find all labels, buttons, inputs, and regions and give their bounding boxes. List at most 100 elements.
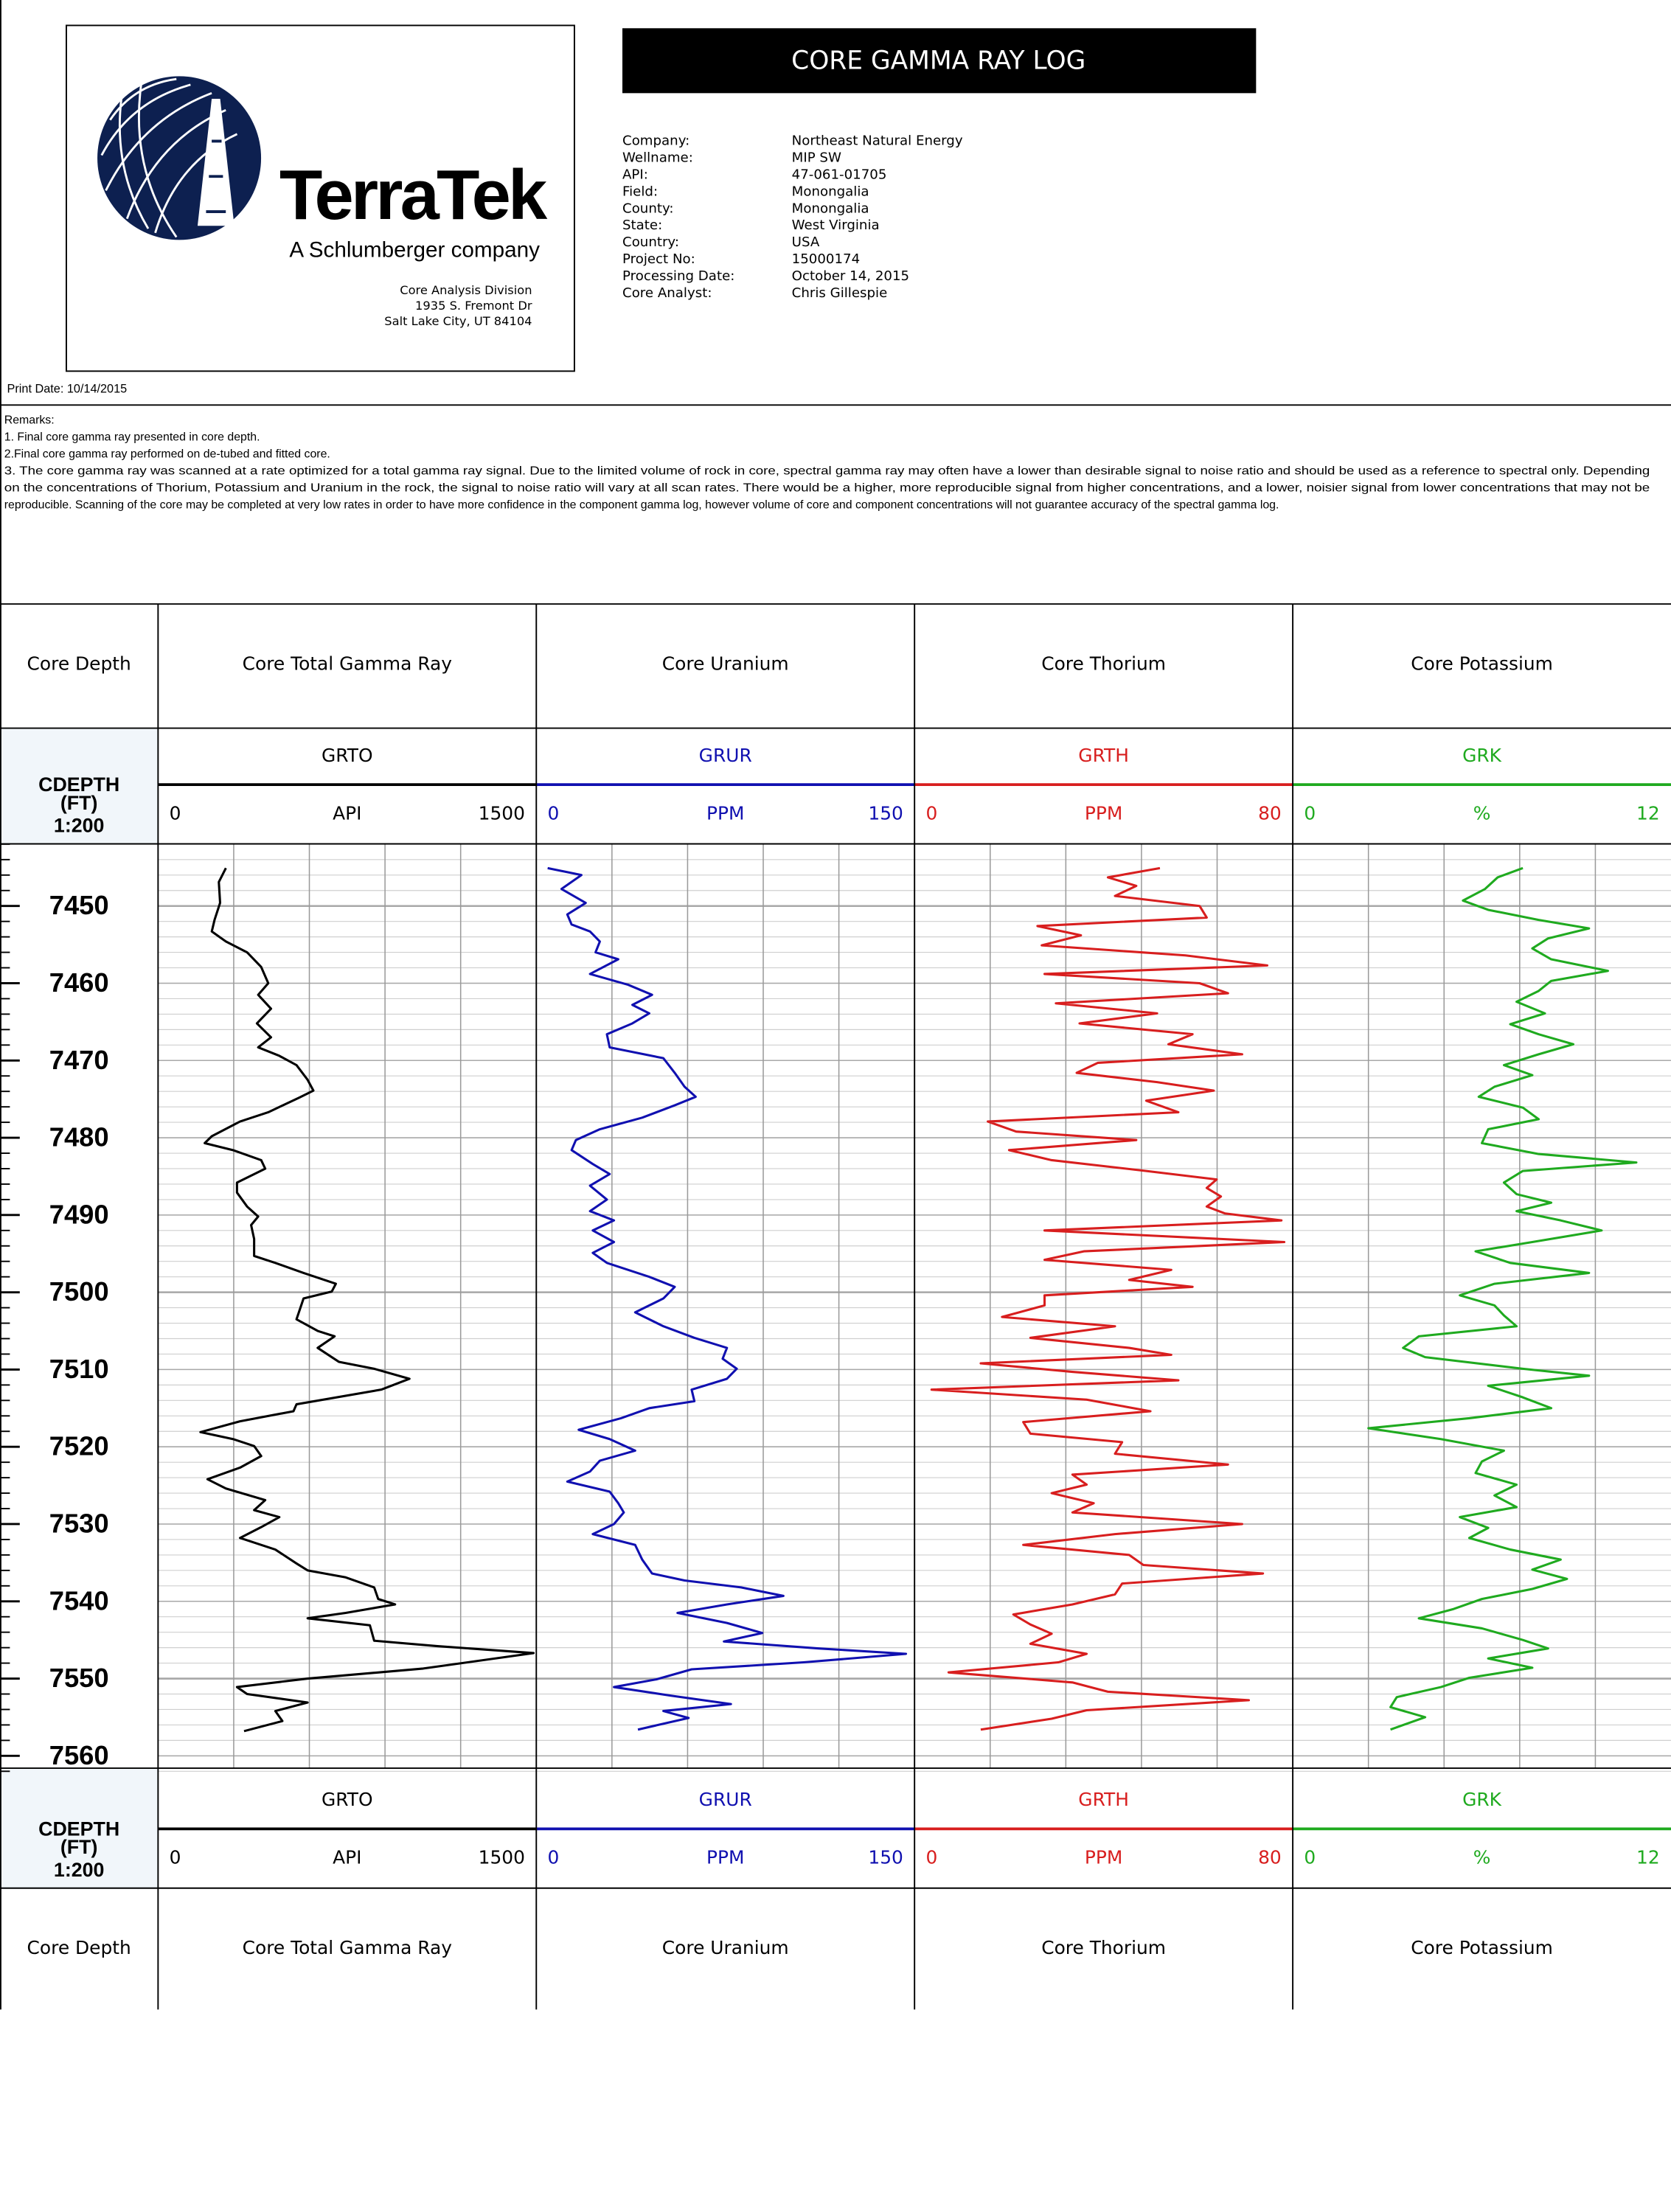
field-label: Wellname: xyxy=(622,150,693,165)
track-mnemonic: GRK xyxy=(1462,745,1502,766)
field-value: October 14, 2015 xyxy=(792,268,909,284)
depth-label: 7510 xyxy=(49,1354,109,1384)
title-bar xyxy=(622,28,1257,94)
track-unit: PPM xyxy=(1085,1847,1122,1868)
track-mnemonic: GRUR xyxy=(699,1789,752,1810)
log-curve xyxy=(547,866,908,1731)
remark-line: reproducible. Scanning of the core may b… xyxy=(4,498,1279,511)
track-title: Core Uranium xyxy=(662,1937,789,1958)
address: Core Analysis Division 1935 S. Fremont Dr… xyxy=(384,283,532,328)
scale-label: 0 xyxy=(170,1847,181,1868)
track-unit: % xyxy=(1473,1847,1491,1868)
track-title: Core Uranium xyxy=(662,653,789,674)
logo-name: TerraTek xyxy=(279,156,548,234)
depth-label: 7500 xyxy=(49,1276,109,1307)
field-value: Chris Gillespie xyxy=(792,285,888,301)
track-unit: PPM xyxy=(706,1847,744,1868)
field-value: USA xyxy=(792,234,820,250)
field-value: 15000174 xyxy=(792,251,860,267)
scale-label: 0 xyxy=(548,802,560,824)
depth-label: 7480 xyxy=(49,1122,109,1152)
depth-header-bg xyxy=(0,728,159,844)
remark-line: 3. The core gamma ray was scanned at a r… xyxy=(4,465,1650,477)
track-mnemonic: GRK xyxy=(1462,1789,1502,1810)
track-title: Core Total Gamma Ray xyxy=(243,653,452,674)
track-title: Core Potassium xyxy=(1411,1937,1553,1958)
logo-box xyxy=(65,24,575,372)
field-label: API: xyxy=(622,167,648,182)
logo-globe xyxy=(97,76,262,240)
field-value: MIP SW xyxy=(792,150,841,165)
field-value: Monongalia xyxy=(792,184,869,199)
scale-label: 1500 xyxy=(479,802,525,824)
depth-title: Core Depth xyxy=(27,653,131,674)
scale-label: 150 xyxy=(868,802,903,824)
address-line: 1935 S. Fremont Dr xyxy=(415,299,532,313)
remark-line: 2.Final core gamma ray performed on de-t… xyxy=(4,448,330,460)
log-curve xyxy=(1367,866,1638,1731)
track-title: Core Thorium xyxy=(1041,653,1166,674)
well-fields: Company: Northeast Natural Energy Wellname… xyxy=(622,133,963,301)
scale-label: 12 xyxy=(1636,802,1660,824)
depth-label: 7450 xyxy=(49,890,109,920)
track-title: Core Thorium xyxy=(1041,1937,1166,1958)
field-label: State: xyxy=(622,218,662,233)
remarks: Remarks: 1. Final core gamma ray presente… xyxy=(4,414,1650,512)
depth-label: 7490 xyxy=(49,1199,109,1229)
depth-label: 7460 xyxy=(49,967,109,998)
track-mnemonic: GRTO xyxy=(322,745,373,766)
depth-title: Core Depth xyxy=(27,1937,131,1958)
depth-label: 7470 xyxy=(49,1045,109,1075)
track-mnemonic: GRTH xyxy=(1078,745,1129,766)
remark-line: on the concentrations of Thorium, Potass… xyxy=(4,481,1650,494)
field-label: Country: xyxy=(622,234,679,250)
depth-label: 7560 xyxy=(49,1740,109,1770)
print-date: Print Date: 10/14/2015 xyxy=(7,383,128,396)
track-title: Core Total Gamma Ray xyxy=(243,1937,452,1958)
field-label: Field: xyxy=(622,184,658,199)
field-label: Company: xyxy=(622,133,689,148)
scale-label: 80 xyxy=(1258,1847,1282,1868)
depth-label: 7530 xyxy=(49,1509,109,1539)
field-value: Northeast Natural Energy xyxy=(792,133,963,148)
scale-label: 1500 xyxy=(479,1847,525,1868)
field-label: Core Analyst: xyxy=(622,285,712,301)
depth-mnemonic: CDEPTH xyxy=(38,1818,119,1840)
logo-tagline: A Schlumberger company xyxy=(289,238,540,262)
depth-footer-bg xyxy=(0,1768,159,1888)
scale-label: 0 xyxy=(1304,1847,1316,1868)
address-line: Salt Lake City, UT 84104 xyxy=(384,314,532,328)
track-unit: PPM xyxy=(1085,802,1122,824)
field-label: Project No: xyxy=(622,251,695,267)
track-mnemonic: GRTH xyxy=(1078,1789,1129,1810)
remark-line: 1. Final core gamma ray presented in cor… xyxy=(4,431,260,444)
scale-label: 0 xyxy=(170,802,181,824)
depth-scale: 1:200 xyxy=(54,815,104,837)
field-value: Monongalia xyxy=(792,201,869,216)
depth-unit: (FT) xyxy=(60,1836,98,1858)
scale-label: 12 xyxy=(1636,1847,1660,1868)
field-label: County: xyxy=(622,201,674,216)
scale-label: 150 xyxy=(868,1847,903,1868)
field-label: Processing Date: xyxy=(622,268,734,284)
track-mnemonic: GRUR xyxy=(699,745,752,766)
track-title: Core Potassium xyxy=(1411,653,1553,674)
scale-label: 0 xyxy=(548,1847,560,1868)
log-curve xyxy=(930,866,1286,1731)
track-unit: % xyxy=(1473,802,1491,824)
track-unit: PPM xyxy=(706,802,744,824)
log-tracks: 7450 7460 7470 7480 7490 7500 7510 7520 7530 7540… xyxy=(0,0,1671,2010)
field-value: West Virginia xyxy=(792,218,880,233)
depth-label: 7540 xyxy=(49,1585,109,1615)
track-mnemonic: GRTO xyxy=(322,1789,373,1810)
title: CORE GAMMA RAY LOG xyxy=(791,46,1085,76)
log-curve xyxy=(199,867,535,1733)
address-line: Core Analysis Division xyxy=(400,283,532,297)
scale-label: 0 xyxy=(925,802,937,824)
field-value: 47-061-01705 xyxy=(792,167,887,182)
depth-label: 7550 xyxy=(49,1663,109,1693)
scale-label: 0 xyxy=(925,1847,937,1868)
depth-scale: 1:200 xyxy=(54,1859,104,1881)
